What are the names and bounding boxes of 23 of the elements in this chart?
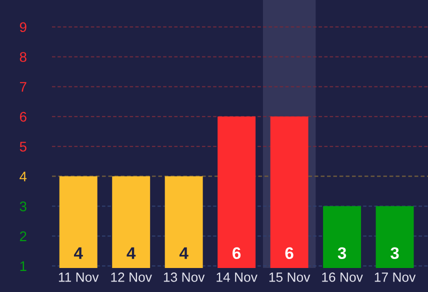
- x-tick-label: 17 Nov: [374, 272, 416, 282]
- x-tick-label: 12 Nov: [111, 272, 152, 282]
- y-tick-label: 7: [20, 82, 26, 92]
- data-label: 6: [285, 247, 294, 260]
- y-tick-label: 9: [20, 22, 26, 32]
- x-tick-label: 11 Nov: [58, 272, 99, 282]
- data-label: 4: [126, 247, 136, 259]
- data-label: 3: [390, 247, 399, 260]
- y-tick-label: 4: [20, 172, 27, 182]
- y-tick-label: 2: [20, 231, 26, 242]
- data-label: 4: [74, 247, 83, 259]
- x-tick-label: 15 Nov: [269, 272, 310, 282]
- x-tick-label: 16 Nov: [322, 272, 363, 282]
- data-label: 4: [179, 247, 188, 259]
- x-tick-label: 14 Nov: [216, 272, 258, 282]
- y-tick-label: 3: [20, 201, 26, 212]
- data-label: 3: [338, 247, 346, 260]
- y-tick-label: 8: [20, 52, 26, 62]
- x-tick-label: 13 Nov: [164, 272, 205, 282]
- data-label: 6: [232, 247, 241, 260]
- y-tick-label: 1: [20, 261, 26, 271]
- y-tick-label: 5: [20, 142, 26, 152]
- y-tick-label: 6: [20, 112, 26, 122]
